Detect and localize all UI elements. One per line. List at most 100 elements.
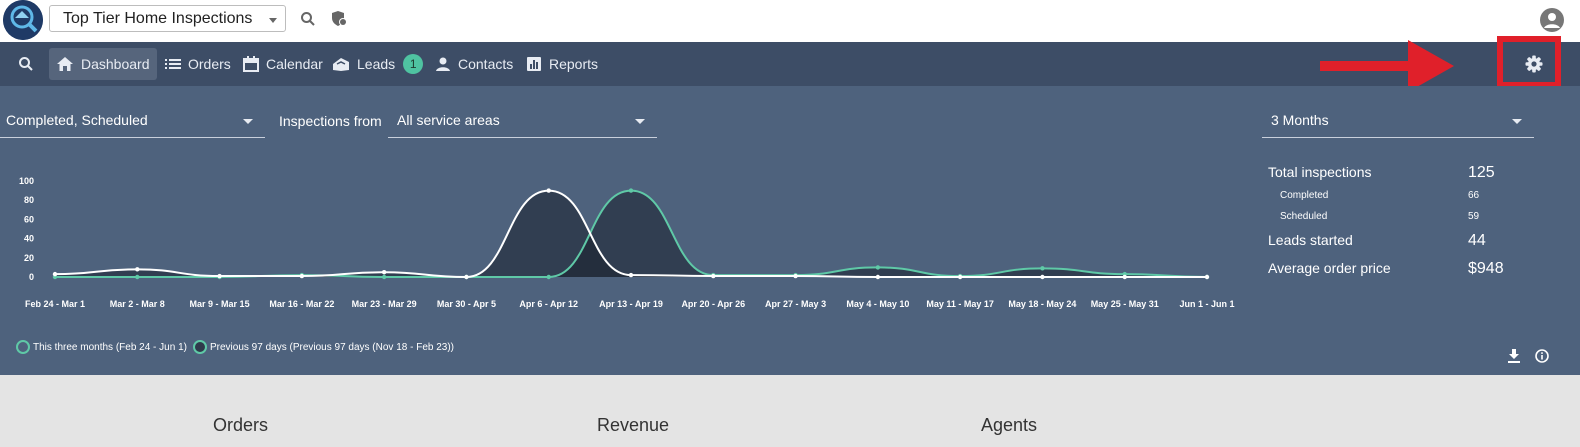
dashboard-panel <box>0 86 1580 375</box>
search-icon[interactable] <box>300 11 316 32</box>
x-tick-label: Mar 2 - Mar 8 <box>110 299 165 309</box>
stat-scheduled-label: Scheduled <box>1280 211 1328 222</box>
annotation-arrow <box>1320 40 1454 92</box>
legend-swatch-current <box>16 340 30 354</box>
stat-avg-price-label: Average order price <box>1268 260 1391 276</box>
period-select[interactable]: 3 Months <box>1262 105 1534 138</box>
data-point <box>793 273 798 279</box>
legend-label-current: This three months (Feb 24 - Jun 1) <box>33 341 187 353</box>
series-line <box>54 189 1207 279</box>
x-tick-label: Apr 20 - Apr 26 <box>681 299 745 309</box>
x-tick-label: Mar 9 - Mar 15 <box>190 299 250 309</box>
y-tick-label: 60 <box>24 214 34 224</box>
data-point <box>546 274 551 280</box>
nav-leads-label: Leads <box>357 56 396 72</box>
orders-heading: Orders <box>213 415 269 435</box>
data-point <box>1204 274 1210 280</box>
nav-dashboard[interactable]: Dashboard <box>49 48 157 80</box>
data-point <box>546 188 551 193</box>
company-select-value: Top Tier Home Inspections <box>63 10 253 27</box>
legend-swatch-previous <box>193 340 207 354</box>
main-nav: Dashboard Orders Calendar Leads 1 Contac… <box>0 42 1580 86</box>
x-tick-label: May 4 - May 10 <box>846 299 909 309</box>
y-tick-label: 80 <box>24 195 34 205</box>
data-point <box>381 270 387 275</box>
info-icon[interactable] <box>1535 349 1549 368</box>
x-tick-label: Mar 23 - Mar 29 <box>352 299 417 309</box>
service-area-value: All service areas <box>397 112 500 128</box>
period-value: 3 Months <box>1271 112 1329 128</box>
chevron-down-icon <box>1512 119 1522 124</box>
service-area-select[interactable]: All service areas <box>388 105 657 138</box>
nav-contacts[interactable]: Contacts <box>435 48 513 80</box>
leads-count-badge: 1 <box>403 54 424 74</box>
x-tick-label: Mar 30 - Apr 5 <box>437 299 496 309</box>
x-tick-label: Mar 16 - Mar 22 <box>269 299 334 309</box>
x-tick-label: Apr 6 - Apr 12 <box>519 299 578 309</box>
revenue-heading: Revenue <box>597 415 670 435</box>
list-icon <box>165 59 181 69</box>
legend-item-previous[interactable]: Previous 97 days (Previous 97 days (Nov … <box>193 340 454 354</box>
shield-icon[interactable] <box>331 10 348 32</box>
status-filter-value: Completed, Scheduled <box>6 112 148 128</box>
chevron-down-icon <box>635 119 645 124</box>
data-point <box>711 273 716 279</box>
data-point <box>1122 274 1127 280</box>
stat-avg-price-value: $948 <box>1468 260 1504 277</box>
x-tick-label: Feb 24 - Mar 1 <box>25 299 85 309</box>
account-icon[interactable] <box>1540 8 1564 37</box>
reports-icon <box>527 57 541 71</box>
x-tick-label: Apr 27 - May 3 <box>765 299 826 309</box>
inspections-from-label: Inspections from <box>279 113 382 129</box>
x-tick-label: May 11 - May 17 <box>926 299 994 309</box>
download-icon[interactable] <box>1507 349 1521 368</box>
annotation-highlight-box <box>1497 36 1561 88</box>
y-tick-label: 40 <box>24 234 34 244</box>
summary-section: Orders Revenue Agents <box>0 375 1580 447</box>
x-tick-label: Jun 1 - Jun 1 <box>1179 299 1234 309</box>
home-icon <box>57 57 73 71</box>
data-point <box>135 267 140 272</box>
x-tick-label: May 18 - May 24 <box>1008 299 1076 309</box>
legend-item-current[interactable]: This three months (Feb 24 - Jun 1) <box>16 340 187 354</box>
data-point <box>299 273 305 279</box>
stat-leads-value: 44 <box>1468 232 1486 249</box>
chevron-down-icon <box>243 119 253 124</box>
company-logo[interactable] <box>3 0 43 40</box>
y-tick-label: 20 <box>24 253 34 263</box>
company-select[interactable]: Top Tier Home Inspections <box>49 5 286 32</box>
data-point <box>628 188 634 193</box>
data-point <box>135 274 140 280</box>
nav-leads[interactable]: Leads 1 <box>332 48 424 80</box>
nav-calendar[interactable]: Calendar <box>243 48 323 80</box>
x-tick-label: Apr 13 - Apr 19 <box>599 299 663 309</box>
data-point <box>1040 274 1045 280</box>
gear-icon[interactable] <box>1525 55 1543 78</box>
status-filter-select[interactable]: Completed, Scheduled <box>0 105 265 138</box>
stat-completed-label: Completed <box>1280 190 1329 201</box>
inspections-chart: 0 20 40 60 80 100 Feb 24 - Mar 1 Mar 2 - Mar 8 M… <box>19 176 1235 309</box>
chevron-down-icon <box>269 18 277 23</box>
data-point <box>381 274 387 280</box>
data-point <box>875 274 881 280</box>
nav-orders-label: Orders <box>188 56 231 72</box>
y-tick-label: 0 <box>29 272 34 282</box>
stat-leads-label: Leads started <box>1268 232 1353 248</box>
top-bar: Top Tier Home Inspections <box>0 0 1580 42</box>
legend-label-previous: Previous 97 days (Previous 97 days (Nov … <box>210 341 454 353</box>
stat-total-value: 125 <box>1468 164 1495 181</box>
data-point <box>957 274 963 280</box>
data-point <box>1040 266 1045 271</box>
nav-reports-label: Reports <box>549 56 599 72</box>
series-area <box>55 190 1207 277</box>
search-icon[interactable] <box>18 56 34 77</box>
data-point <box>464 274 469 280</box>
data-point <box>52 271 58 277</box>
stat-total-label: Total inspections <box>1268 164 1372 180</box>
stat-completed-value: 66 <box>1468 190 1480 201</box>
nav-orders[interactable]: Orders <box>165 48 231 80</box>
nav-reports[interactable]: Reports <box>526 48 598 80</box>
data-point <box>875 265 881 270</box>
y-tick-label: 100 <box>19 176 34 186</box>
nav-dashboard-label: Dashboard <box>81 56 150 72</box>
